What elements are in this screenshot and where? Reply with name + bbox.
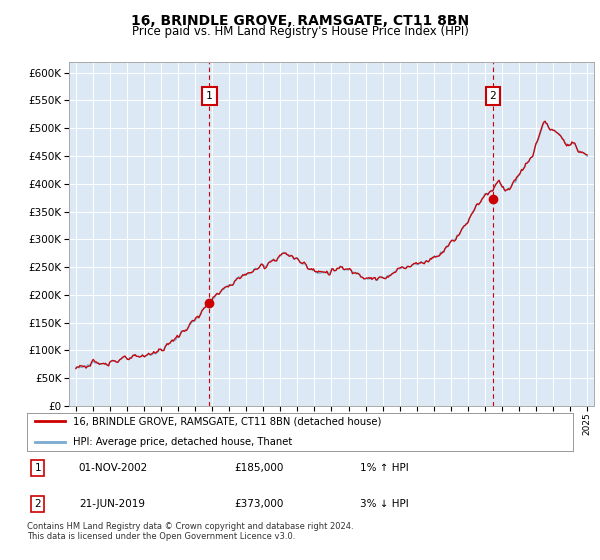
Text: £373,000: £373,000 (235, 499, 284, 509)
Text: 3% ↓ HPI: 3% ↓ HPI (360, 499, 409, 509)
Text: Price paid vs. HM Land Registry's House Price Index (HPI): Price paid vs. HM Land Registry's House … (131, 25, 469, 38)
Text: HPI: Average price, detached house, Thanet: HPI: Average price, detached house, Than… (73, 437, 293, 447)
Text: 1% ↑ HPI: 1% ↑ HPI (360, 463, 409, 473)
Text: 16, BRINDLE GROVE, RAMSGATE, CT11 8BN: 16, BRINDLE GROVE, RAMSGATE, CT11 8BN (131, 14, 469, 28)
Text: 21-JUN-2019: 21-JUN-2019 (79, 499, 145, 509)
Text: 2: 2 (490, 91, 496, 101)
Text: 16, BRINDLE GROVE, RAMSGATE, CT11 8BN (detached house): 16, BRINDLE GROVE, RAMSGATE, CT11 8BN (d… (73, 416, 382, 426)
Text: £185,000: £185,000 (235, 463, 284, 473)
Text: 2: 2 (35, 499, 41, 509)
Text: 1: 1 (206, 91, 212, 101)
Text: Contains HM Land Registry data © Crown copyright and database right 2024.
This d: Contains HM Land Registry data © Crown c… (27, 522, 353, 542)
Text: 1: 1 (35, 463, 41, 473)
Text: 01-NOV-2002: 01-NOV-2002 (79, 463, 148, 473)
